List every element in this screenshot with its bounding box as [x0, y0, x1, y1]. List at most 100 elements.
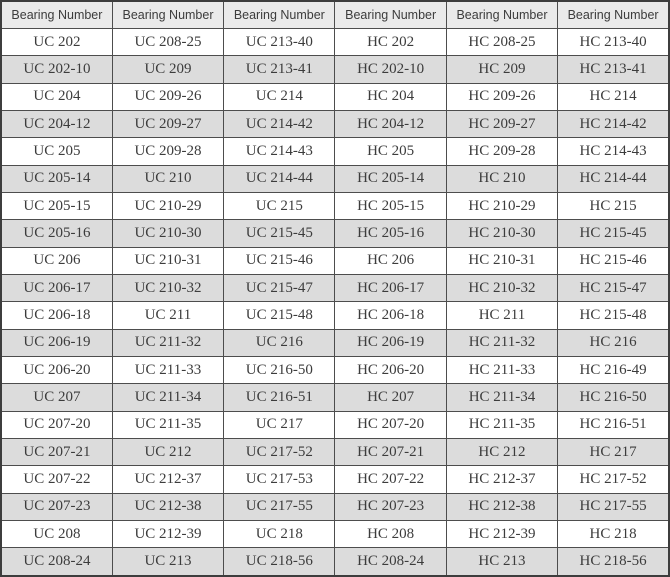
- bearing-number-cell: UC 206-17: [0, 273, 113, 303]
- bearing-number-cell: UC 218: [223, 519, 336, 549]
- bearing-number-cell: HC 216-50: [557, 383, 670, 412]
- bearing-number-cell: HC 208-25: [445, 27, 559, 57]
- bearing-number-cell: UC 206-20: [0, 355, 113, 385]
- bearing-number-cell: HC 207-20: [334, 410, 447, 439]
- bearing-number-cell: HC 211-35: [445, 410, 559, 439]
- bearing-number-cell: UC 205: [0, 137, 113, 166]
- column-header-bearing-number-1: Bearing Number: [0, 0, 113, 29]
- bearing-number-cell: UC 214-44: [223, 164, 336, 193]
- bearing-number-cell: UC 207-21: [0, 437, 113, 467]
- bearing-number-cell: UC 208-25: [111, 27, 225, 57]
- bearing-number-cell: HC 215-45: [557, 219, 670, 248]
- bearing-number-cell: HC 211-32: [445, 328, 559, 357]
- bearing-number-cell: HC 212-37: [445, 465, 559, 494]
- bearing-number-cell: HC 212: [445, 437, 559, 467]
- bearing-number-cell: UC 218-56: [223, 547, 336, 577]
- bearing-number-cell: UC 209-28: [111, 137, 225, 166]
- bearing-number-cell: HC 211-33: [445, 355, 559, 385]
- bearing-number-cell: UC 217-55: [223, 492, 336, 521]
- bearing-number-cell: HC 211: [445, 301, 559, 330]
- bearing-number-cell: HC 205-15: [334, 191, 447, 221]
- bearing-number-cell: UC 216-50: [223, 355, 336, 385]
- bearing-number-cell: HC 211-34: [445, 383, 559, 412]
- bearing-number-cell: HC 215-46: [557, 246, 670, 275]
- bearing-number-cell: HC 213-40: [557, 27, 670, 57]
- bearing-number-cell: UC 211-32: [111, 328, 225, 357]
- table-row: UC 202-10 UC 209 UC 213-41 HC 202-10 HC 209 H…: [0, 55, 670, 84]
- column-header-bearing-number-3: Bearing Number: [223, 0, 336, 29]
- bearing-number-cell: HC 208: [334, 519, 447, 549]
- bearing-number-cell: UC 206: [0, 246, 113, 275]
- bearing-number-cell: UC 211-35: [111, 410, 225, 439]
- table-row: UC 208-24 UC 213 UC 218-56 HC 208-24 HC 213 H…: [0, 547, 670, 577]
- bearing-number-cell: UC 204: [0, 82, 113, 111]
- bearing-number-cell: UC 204-12: [0, 109, 113, 139]
- bearing-number-cell: HC 215: [557, 191, 670, 221]
- bearing-number-cell: UC 215-46: [223, 246, 336, 275]
- bearing-number-cell: HC 206-17: [334, 273, 447, 303]
- bearing-number-cell: UC 217-52: [223, 437, 336, 467]
- bearing-number-cell: UC 215-48: [223, 301, 336, 330]
- table-row: UC 207-21 UC 212 UC 217-52 HC 207-21 HC 212 H…: [0, 437, 670, 467]
- table-row: UC 207 UC 211-34 UC 216-51 HC 207 HC 211-34 H…: [0, 383, 670, 412]
- bearing-number-cell: HC 213-41: [557, 55, 670, 84]
- bearing-number-cell: UC 202: [0, 27, 113, 57]
- column-header-bearing-number-5: Bearing Number: [445, 0, 559, 29]
- bearing-number-cell: UC 215-45: [223, 219, 336, 248]
- bearing-number-cell: UC 212: [111, 437, 225, 467]
- bearing-number-cell: UC 217-53: [223, 465, 336, 494]
- table-row: UC 206-17 UC 210-32 UC 215-47 HC 206-17 HC 2…: [0, 273, 670, 303]
- bearing-number-cell: HC 215-48: [557, 301, 670, 330]
- bearing-number-cell: HC 218: [557, 519, 670, 549]
- bearing-number-cell: HC 209-26: [445, 82, 559, 111]
- bearing-number-cell: UC 216: [223, 328, 336, 357]
- bearing-number-cell: HC 206-19: [334, 328, 447, 357]
- table-row: UC 205-16 UC 210-30 UC 215-45 HC 205-16 HC 2…: [0, 219, 670, 248]
- bearing-number-cell: HC 212-39: [445, 519, 559, 549]
- bearing-number-cell: UC 214-42: [223, 109, 336, 139]
- bearing-number-cell: HC 210-32: [445, 273, 559, 303]
- bearing-number-cell: UC 205-15: [0, 191, 113, 221]
- bearing-number-cell: UC 211: [111, 301, 225, 330]
- table-row: UC 206-18 UC 211 UC 215-48 HC 206-18 HC 211 H…: [0, 301, 670, 330]
- bearing-number-cell: HC 202: [334, 27, 447, 57]
- bearing-number-cell: HC 209: [445, 55, 559, 84]
- bearing-number-cell: UC 207-20: [0, 410, 113, 439]
- bearing-number-cell: UC 215: [223, 191, 336, 221]
- bearing-number-cell: UC 210-31: [111, 246, 225, 275]
- bearing-number-cell: UC 207-22: [0, 465, 113, 494]
- bearing-number-cell: HC 210: [445, 164, 559, 193]
- bearing-number-cell: HC 217-55: [557, 492, 670, 521]
- bearing-number-cell: UC 209-27: [111, 109, 225, 139]
- bearing-number-cell: HC 205: [334, 137, 447, 166]
- bearing-number-cell: UC 214: [223, 82, 336, 111]
- table-row: UC 207-23 UC 212-38 UC 217-55 HC 207-23 HC 2…: [0, 492, 670, 521]
- bearing-number-cell: UC 209: [111, 55, 225, 84]
- bearing-number-cell: HC 205-14: [334, 164, 447, 193]
- bearing-number-cell: UC 206-18: [0, 301, 113, 330]
- table-row: UC 207-22 UC 212-37 UC 217-53 HC 207-22 HC 2…: [0, 465, 670, 494]
- bearing-number-cell: UC 210-30: [111, 219, 225, 248]
- bearing-number-cell: UC 208-24: [0, 547, 113, 577]
- bearing-number-cell: HC 216-51: [557, 410, 670, 439]
- column-header-bearing-number-6: Bearing Number: [557, 0, 670, 29]
- bearing-number-cell: HC 217-52: [557, 465, 670, 494]
- bearing-number-cell: HC 207-22: [334, 465, 447, 494]
- table-row: UC 205-14 UC 210 UC 214-44 HC 205-14 HC 210 H…: [0, 164, 670, 193]
- bearing-number-cell: UC 210: [111, 164, 225, 193]
- bearing-number-cell: HC 207: [334, 383, 447, 412]
- bearing-number-cell: HC 210-31: [445, 246, 559, 275]
- bearing-number-cell: HC 214-44: [557, 164, 670, 193]
- bearing-number-cell: UC 202-10: [0, 55, 113, 84]
- bearing-number-cell: HC 206-18: [334, 301, 447, 330]
- bearing-number-cell: HC 205-16: [334, 219, 447, 248]
- bearing-number-cell: HC 214: [557, 82, 670, 111]
- bearing-number-cell: HC 214-42: [557, 109, 670, 139]
- bearing-number-cell: HC 207-23: [334, 492, 447, 521]
- column-header-bearing-number-4: Bearing Number: [334, 0, 447, 29]
- bearing-number-cell: UC 214-43: [223, 137, 336, 166]
- table-row: UC 205 UC 209-28 UC 214-43 HC 205 HC 209-28 H…: [0, 137, 670, 166]
- table-row: UC 206-19 UC 211-32 UC 216 HC 206-19 HC 211-…: [0, 328, 670, 357]
- table-row: UC 206-20 UC 211-33 UC 216-50 HC 206-20 HC 2…: [0, 355, 670, 385]
